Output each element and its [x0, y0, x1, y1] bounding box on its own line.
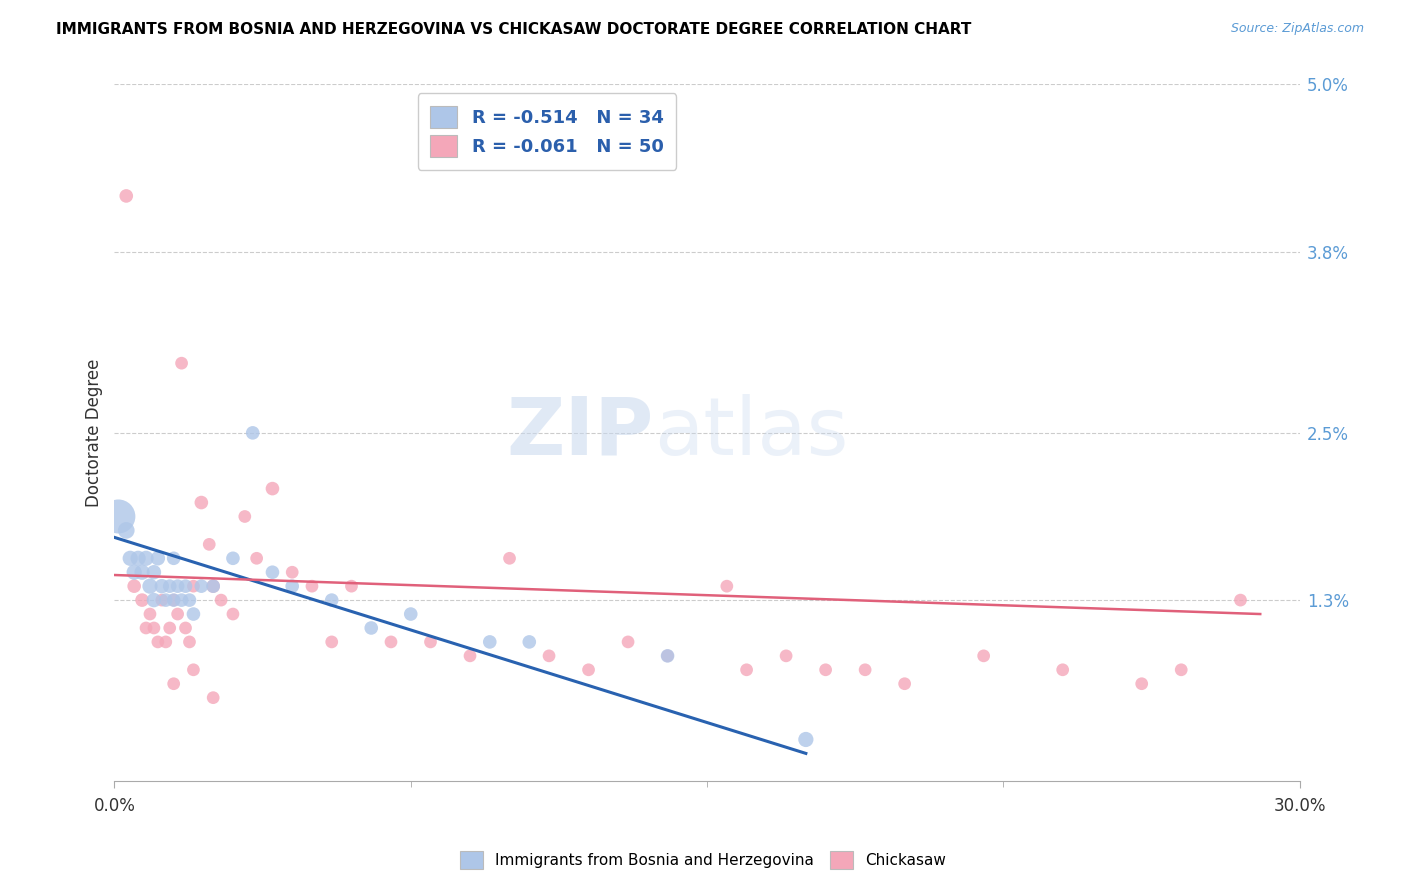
Point	[170, 593, 193, 607]
Point	[150, 579, 173, 593]
Point	[517, 635, 540, 649]
Point	[458, 648, 481, 663]
Point	[131, 566, 153, 580]
Point	[142, 566, 165, 580]
Point	[657, 648, 679, 663]
Point	[242, 425, 264, 440]
Point	[146, 551, 169, 566]
Point	[419, 635, 441, 649]
Point	[174, 579, 197, 593]
Point	[399, 607, 422, 621]
Point	[794, 732, 817, 747]
Point	[198, 537, 221, 551]
Point	[131, 593, 153, 607]
Point	[183, 663, 205, 677]
Point	[179, 593, 201, 607]
Point	[163, 677, 186, 691]
Point	[775, 648, 797, 663]
Point	[159, 579, 181, 593]
Point	[617, 635, 640, 649]
Point	[159, 621, 181, 635]
Point	[163, 593, 186, 607]
Point	[170, 356, 193, 370]
Y-axis label: Doctorate Degree: Doctorate Degree	[86, 359, 103, 507]
Point	[360, 621, 382, 635]
Point	[853, 663, 876, 677]
Text: ZIP: ZIP	[506, 394, 654, 472]
Point	[657, 648, 679, 663]
Point	[122, 566, 145, 580]
Point	[135, 551, 157, 566]
Point	[578, 663, 600, 677]
Point	[142, 593, 165, 607]
Point	[135, 621, 157, 635]
Point	[202, 690, 225, 705]
Point	[142, 621, 165, 635]
Point	[166, 579, 188, 593]
Point	[155, 593, 177, 607]
Point	[1130, 677, 1153, 691]
Point	[716, 579, 738, 593]
Text: Source: ZipAtlas.com: Source: ZipAtlas.com	[1230, 22, 1364, 36]
Point	[139, 579, 162, 593]
Point	[174, 621, 197, 635]
Point	[163, 593, 186, 607]
Legend: Immigrants from Bosnia and Herzegovina, Chickasaw: Immigrants from Bosnia and Herzegovina, …	[454, 845, 952, 875]
Point	[222, 551, 245, 566]
Point	[146, 635, 169, 649]
Point	[155, 635, 177, 649]
Point	[814, 663, 837, 677]
Point	[1052, 663, 1074, 677]
Point	[246, 551, 269, 566]
Point	[115, 524, 138, 538]
Point	[127, 551, 149, 566]
Point	[973, 648, 995, 663]
Point	[262, 482, 284, 496]
Point	[190, 495, 212, 509]
Text: IMMIGRANTS FROM BOSNIA AND HERZEGOVINA VS CHICKASAW DOCTORATE DEGREE CORRELATION: IMMIGRANTS FROM BOSNIA AND HERZEGOVINA V…	[56, 22, 972, 37]
Point	[122, 579, 145, 593]
Point	[209, 593, 232, 607]
Point	[163, 551, 186, 566]
Point	[190, 579, 212, 593]
Point	[202, 579, 225, 593]
Point	[893, 677, 915, 691]
Point	[478, 635, 501, 649]
Point	[183, 579, 205, 593]
Point	[498, 551, 520, 566]
Point	[107, 509, 129, 524]
Point	[166, 607, 188, 621]
Point	[222, 607, 245, 621]
Point	[139, 607, 162, 621]
Point	[202, 579, 225, 593]
Point	[1170, 663, 1192, 677]
Point	[537, 648, 560, 663]
Point	[321, 593, 343, 607]
Point	[115, 189, 138, 203]
Point	[233, 509, 256, 524]
Point	[183, 607, 205, 621]
Point	[340, 579, 363, 593]
Text: atlas: atlas	[654, 394, 848, 472]
Point	[120, 551, 142, 566]
Point	[735, 663, 758, 677]
Point	[301, 579, 323, 593]
Legend: R = -0.514   N = 34, R = -0.061   N = 50: R = -0.514 N = 34, R = -0.061 N = 50	[418, 94, 676, 170]
Point	[321, 635, 343, 649]
Point	[150, 593, 173, 607]
Point	[281, 579, 304, 593]
Point	[179, 635, 201, 649]
Point	[1229, 593, 1251, 607]
Point	[380, 635, 402, 649]
Point	[262, 566, 284, 580]
Point	[281, 566, 304, 580]
